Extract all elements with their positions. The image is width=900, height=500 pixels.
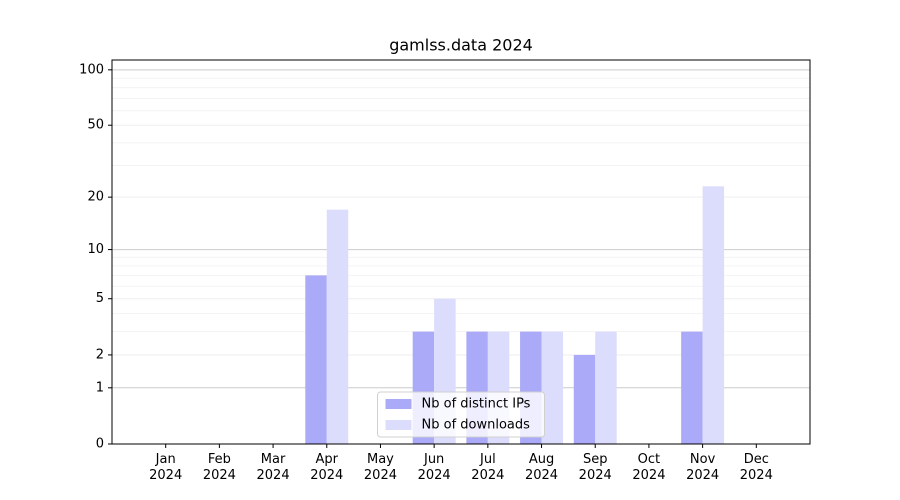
x-tick-label: Aug 2024: [524, 452, 559, 483]
y-tick-label: 2: [96, 347, 104, 362]
y-tick-label: 0: [96, 437, 104, 452]
legend-swatch: [385, 399, 412, 409]
y-tick-label: 5: [96, 291, 104, 306]
x-tick-label: Dec 2024: [739, 452, 773, 483]
bar: [595, 331, 617, 444]
plot-frame: [111, 59, 811, 445]
x-tick-label: Feb 2024: [202, 452, 236, 483]
chart-title: gamlss.data 2024: [389, 36, 533, 55]
grid: [112, 69, 810, 389]
bar: [541, 331, 564, 444]
legend-label: Nb of downloads: [422, 418, 531, 433]
x-tick-label: Oct 2024: [632, 452, 666, 483]
bar: [573, 354, 596, 444]
x-tick-label: Apr 2024: [310, 452, 344, 483]
y-tick-label: 100: [79, 62, 104, 77]
bar: [681, 331, 703, 444]
bar: [305, 275, 327, 444]
x-tick-label: Sep 2024: [578, 452, 612, 483]
x-tick-label: Nov 2024: [686, 452, 720, 483]
y-tick-label: 50: [87, 118, 104, 133]
legend-label: Nb of distinct IPs: [422, 397, 531, 412]
x-tick-label: Mar 2024: [256, 452, 290, 483]
legend-box: [377, 391, 545, 438]
x-tick-label: Jul 2024: [471, 452, 505, 483]
y-tick-label: 20: [87, 190, 104, 205]
y-tick-label: 1: [96, 380, 104, 395]
x-tick-label: Jun 2024: [417, 452, 451, 483]
y-tick-label: 10: [87, 242, 104, 257]
x-tick-label: Jan 2024: [149, 452, 183, 483]
bar: [326, 209, 349, 444]
x-tick-label: May 2024: [363, 452, 397, 483]
legend-swatch: [385, 420, 412, 430]
bar: [702, 186, 725, 444]
